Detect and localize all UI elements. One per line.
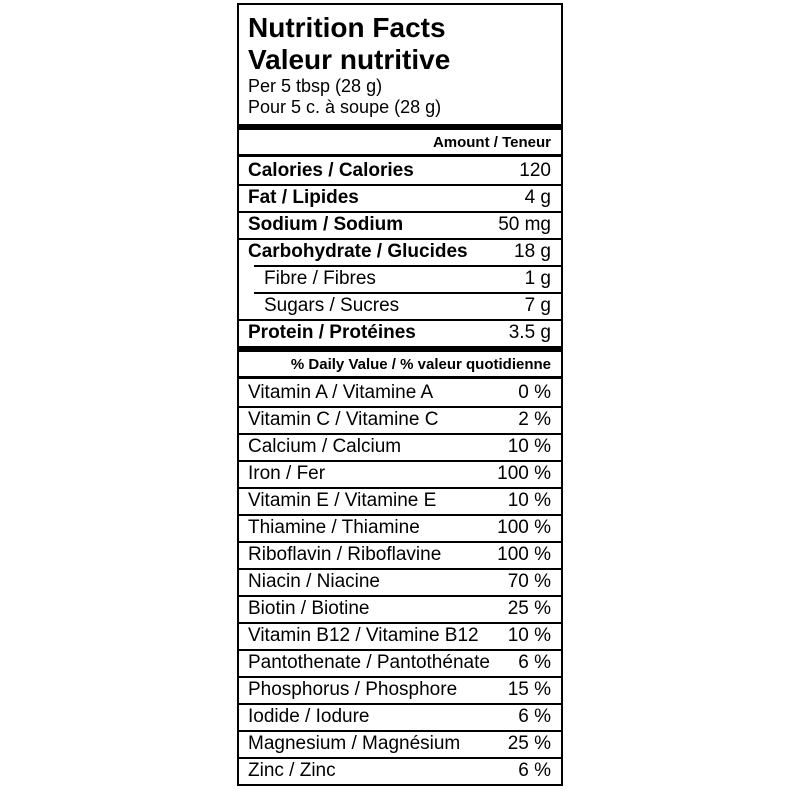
nutrient-label: Thiamine / Thiamine xyxy=(248,517,420,538)
daily-value-row-vitamin-b12: Vitamin B12 / Vitamine B12 10 % xyxy=(239,622,561,649)
serving-size-english: Per 5 tbsp (28 g) xyxy=(248,76,383,96)
nutrient-value: 18 g xyxy=(514,241,551,262)
nutrient-label: Biotin / Biotine xyxy=(248,598,370,619)
nutrient-label: Riboflavin / Riboflavine xyxy=(248,544,442,565)
thick-rule xyxy=(239,346,561,352)
daily-value-row-vitamin-e: Vitamin E / Vitamine E 10 % xyxy=(239,487,561,514)
nutrient-row-calories: Calories / Calories 120 xyxy=(239,157,561,184)
nutrient-value: 6 % xyxy=(518,652,551,673)
nutrient-label: Sugars / Sucres xyxy=(264,295,400,316)
daily-value-row-phosphorus: Phosphorus / Phosphore 15 % xyxy=(239,676,561,703)
nutrient-value: 50 mg xyxy=(498,214,551,235)
nutrient-value: 2 % xyxy=(518,409,551,430)
nutrient-label: Sodium / Sodium xyxy=(248,214,404,235)
title-english: Nutrition Facts xyxy=(248,12,446,43)
nutrient-value: 10 % xyxy=(507,625,551,646)
amount-column-header: Amount / Teneur xyxy=(239,130,561,157)
daily-value-row-biotin: Biotin / Biotine 25 % xyxy=(239,595,561,622)
nutrient-value: 10 % xyxy=(507,490,551,511)
daily-value-row-niacin: Niacin / Niacine 70 % xyxy=(239,568,561,595)
nutrient-label: Calcium / Calcium xyxy=(248,436,402,457)
daily-value-row-iron: Iron / Fer 100 % xyxy=(239,460,561,487)
nutrient-label: Phosphorus / Phosphore xyxy=(248,679,458,700)
daily-value-column-header: % Daily Value / % valeur quotidienne xyxy=(239,352,561,379)
nutrient-value: 6 % xyxy=(518,706,551,727)
daily-value-row-riboflavin: Riboflavin / Riboflavine 100 % xyxy=(239,541,561,568)
serving-size-french: Pour 5 c. à soupe (28 g) xyxy=(248,97,442,117)
nutrient-label: Protein / Protéines xyxy=(248,322,416,343)
nutrient-value: 25 % xyxy=(507,598,551,619)
daily-value-row-vitamin-c: Vitamin C / Vitamine C 2 % xyxy=(239,406,561,433)
daily-value-row-pantothenate: Pantothenate / Pantothénate 6 % xyxy=(239,649,561,676)
nutrient-value: 7 g xyxy=(524,295,551,316)
nutrient-value: 120 xyxy=(519,160,551,181)
nutrient-row-sodium: Sodium / Sodium 50 mg xyxy=(239,211,561,238)
nutrient-row-protein: Protein / Protéines 3.5 g xyxy=(239,319,561,346)
nutrient-label: Calories / Calories xyxy=(248,160,414,181)
nutrient-label: Vitamin C / Vitamine C xyxy=(248,409,439,430)
nutrient-value: 100 % xyxy=(497,544,551,565)
nutrient-row-carbohydrate: Carbohydrate / Glucides 18 g xyxy=(239,238,561,265)
nutrient-value: 0 % xyxy=(518,382,551,403)
nutrient-row-fibre: Fibre / Fibres 1 g xyxy=(239,265,561,292)
nutrient-label: Iodide / Iodure xyxy=(248,706,370,727)
daily-value-row-thiamine: Thiamine / Thiamine 100 % xyxy=(239,514,561,541)
nutrient-label: Fibre / Fibres xyxy=(264,268,376,289)
nutrient-row-sugars: Sugars / Sucres 7 g xyxy=(239,292,561,319)
nutrient-label: Zinc / Zinc xyxy=(248,760,336,781)
nutrient-value: 10 % xyxy=(507,436,551,457)
title-french: Valeur nutritive xyxy=(248,44,451,75)
nutrient-value: 15 % xyxy=(507,679,551,700)
nutrient-value: 70 % xyxy=(507,571,551,592)
nutrition-facts-label: Nutrition Facts Valeur nutritive Per 5 t… xyxy=(237,3,563,786)
label-header: Nutrition Facts Valeur nutritive Per 5 t… xyxy=(239,5,561,124)
daily-value-row-iodide: Iodide / Iodure 6 % xyxy=(239,703,561,730)
nutrient-label: Carbohydrate / Glucides xyxy=(248,241,468,262)
nutrient-value: 100 % xyxy=(497,463,551,484)
nutrient-value: 1 g xyxy=(524,268,551,289)
daily-value-row-zinc: Zinc / Zinc 6 % xyxy=(239,757,561,784)
nutrient-label: Iron / Fer xyxy=(248,463,326,484)
nutrient-label: Magnesium / Magnésium xyxy=(248,733,461,754)
nutrient-value: 3.5 g xyxy=(508,322,551,343)
nutrient-label: Pantothenate / Pantothénate xyxy=(248,652,490,673)
nutrient-label: Vitamin E / Vitamine E xyxy=(248,490,437,511)
nutrient-value: 25 % xyxy=(507,733,551,754)
nutrient-value: 100 % xyxy=(497,517,551,538)
nutrient-row-fat: Fat / Lipides 4 g xyxy=(239,184,561,211)
daily-value-row-calcium: Calcium / Calcium 10 % xyxy=(239,433,561,460)
nutrient-label: Vitamin A / Vitamine A xyxy=(248,382,434,403)
nutrient-label: Vitamin B12 / Vitamine B12 xyxy=(248,625,479,646)
daily-value-row-magnesium: Magnesium / Magnésium 25 % xyxy=(239,730,561,757)
thick-rule xyxy=(239,124,561,130)
daily-value-row-vitamin-a: Vitamin A / Vitamine A 0 % xyxy=(239,379,561,406)
nutrient-label: Niacin / Niacine xyxy=(248,571,380,592)
nutrient-label: Fat / Lipides xyxy=(248,187,359,208)
nutrient-value: 6 % xyxy=(518,760,551,781)
nutrient-value: 4 g xyxy=(524,187,551,208)
